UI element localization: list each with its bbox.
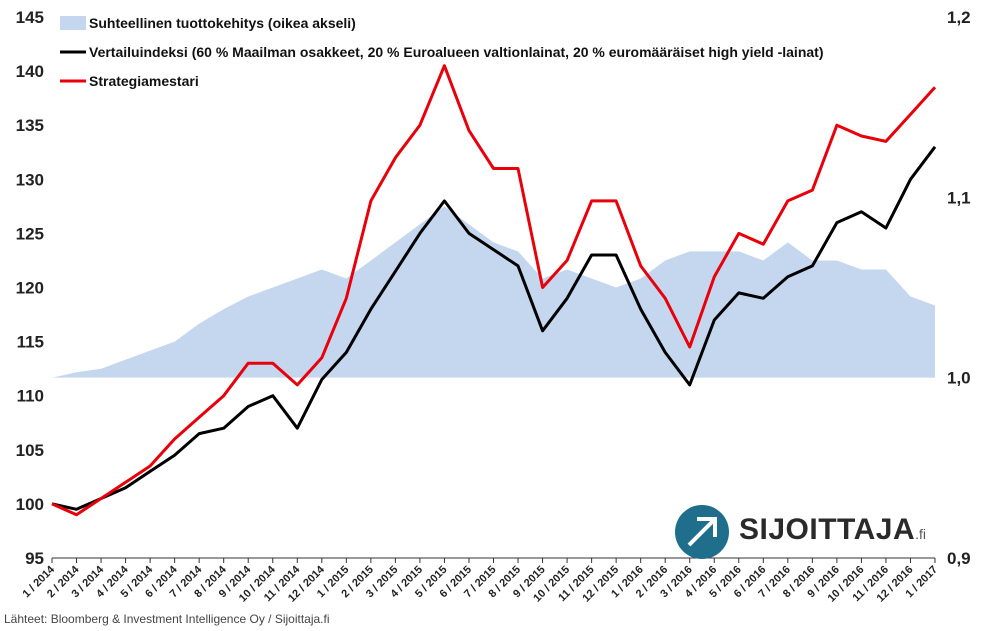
arrow-up-right-icon (687, 517, 717, 547)
y-left-tick-label: 130 (16, 170, 44, 189)
relative-performance-area (52, 206, 935, 378)
y-right-tick-label: 1,2 (947, 8, 971, 27)
legend-swatch-relative (60, 16, 86, 30)
sijoittaja-logo: SIJOITTAJA.fi (675, 505, 935, 561)
legend-label: Strategiamestari (89, 73, 199, 89)
y-left-tick-label: 115 (17, 333, 44, 352)
y-right-tick-label: 0,9 (947, 549, 971, 568)
legend-label: Vertailuindeksi (60 % Maailman osakkeet,… (89, 44, 824, 60)
relative-performance-fill (52, 206, 935, 378)
y-right-tick-label: 1,1 (947, 188, 971, 207)
y-right-tick-label: 1,0 (947, 369, 971, 388)
y-left-tick-label: 105 (16, 441, 44, 460)
y-left-tick-label: 95 (25, 549, 44, 568)
y-left-tick-label: 140 (16, 62, 44, 81)
y-left-tick-label: 145 (16, 8, 44, 27)
logo-text: SIJOITTAJA.fi (739, 513, 927, 546)
y-left-tick-label: 120 (16, 279, 44, 298)
y-left-tick-label: 100 (16, 495, 44, 514)
y-left-tick-label: 135 (16, 116, 44, 135)
line-series-group (51, 64, 937, 517)
strategy-line (51, 64, 937, 517)
source-note: Lähteet: Bloomberg & Investment Intellig… (4, 612, 330, 626)
y-left-tick-label: 110 (17, 387, 44, 406)
y-left-tick-label: 125 (16, 224, 44, 243)
legend-label: Suhteellinen tuottokehitys (oikea akseli… (89, 15, 356, 31)
benchmark-line (51, 145, 937, 511)
legend: Suhteellinen tuottokehitys (oikea akseli… (60, 15, 824, 89)
